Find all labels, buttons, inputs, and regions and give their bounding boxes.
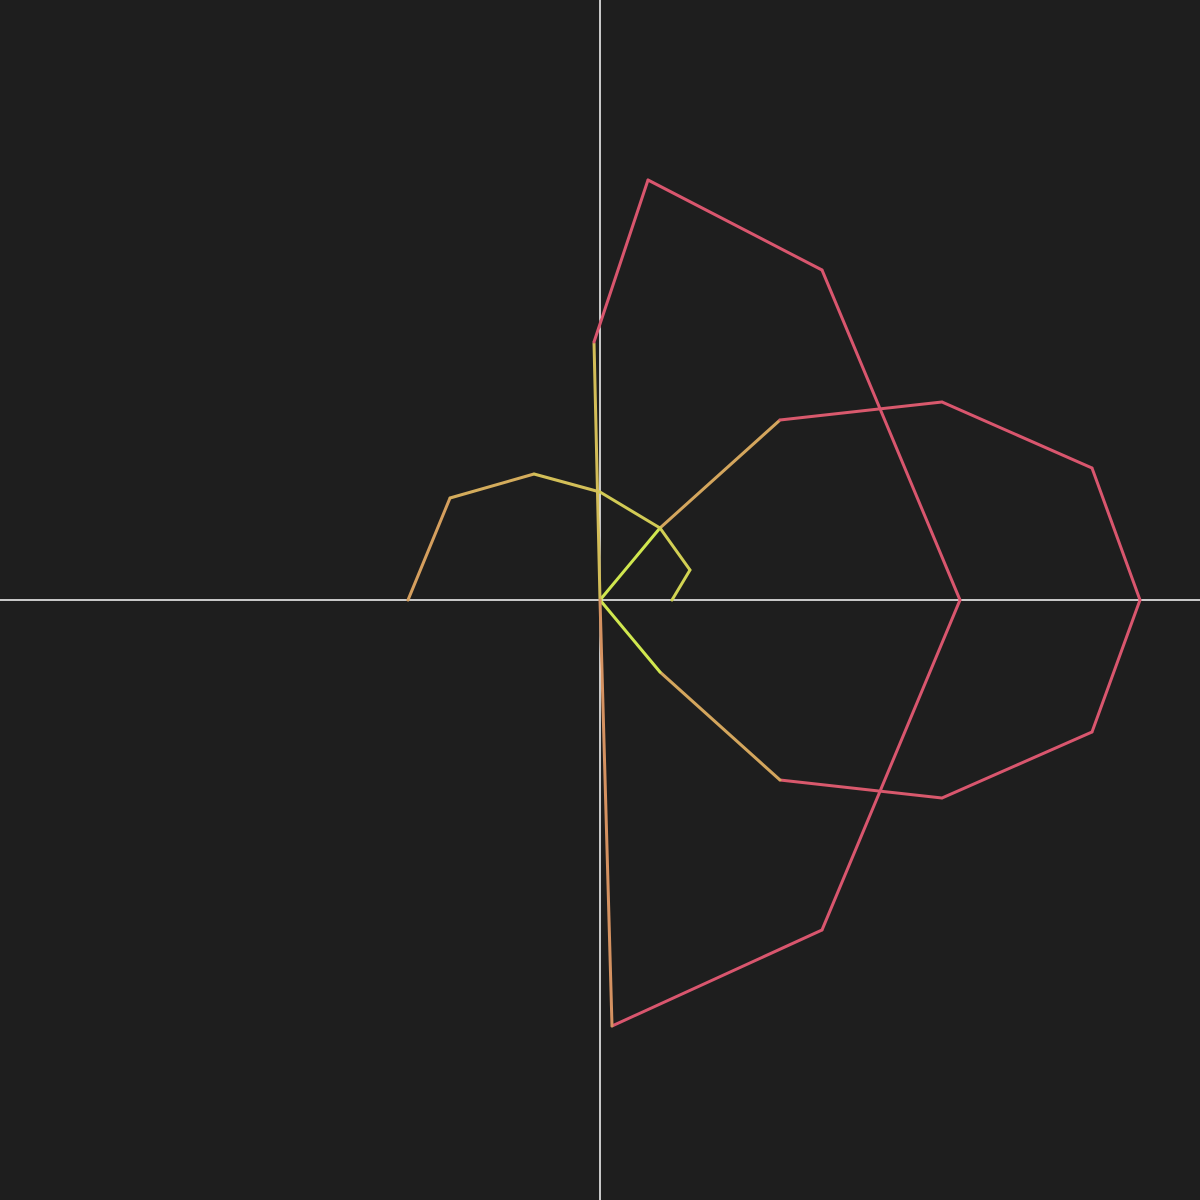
curve-segment-2-1 [448,472,536,500]
curve-segment-0-3 [940,400,1094,470]
curve-segment-2-4 [658,526,692,572]
curve-segment-1-3 [820,268,962,602]
curve-segment-1-5 [610,928,824,1028]
curve-segment-1-0 [592,340,602,602]
curve-segment-0-6 [940,730,1094,800]
curve-segment-0-2 [778,400,944,422]
curve-segment-0-5 [1090,598,1142,734]
curve-segment-0-8 [658,670,782,782]
curve-segment-1-6 [598,598,614,1028]
curve-segment-0-7 [778,778,944,800]
curve-segment-0-9 [598,598,662,674]
curves [406,178,1142,1028]
curve-segment-2-2 [532,472,602,494]
curve-segment-0-0 [598,526,662,602]
curve-segment-2-5 [670,568,692,602]
curve-segment-2-0 [406,496,452,602]
curve-segment-1-1 [592,178,650,344]
curve-segment-0-1 [658,418,782,530]
curve-segment-0-4 [1090,466,1142,602]
curve-segment-2-3 [598,490,662,530]
curve-segment-1-2 [646,178,824,272]
curve-segment-1-4 [820,598,962,932]
